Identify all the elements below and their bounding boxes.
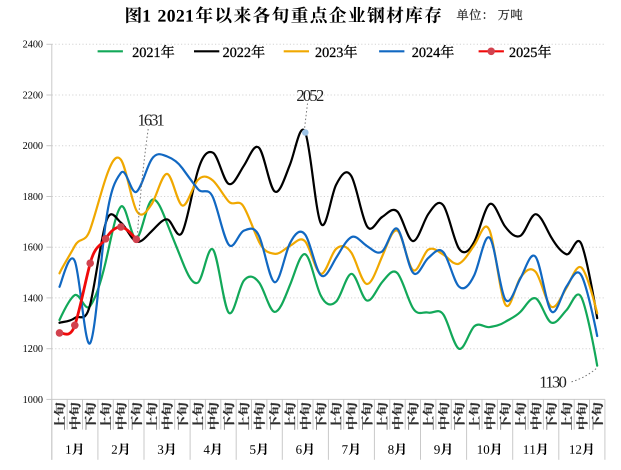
svg-text:2000: 2000 [23,141,43,152]
svg-text:2400: 2400 [23,40,43,51]
svg-text:1200: 1200 [23,344,43,355]
svg-text:2052: 2052 [296,86,324,105]
svg-text:1400: 1400 [23,293,43,304]
svg-text:1631: 1631 [138,110,165,129]
svg-text:1000: 1000 [23,395,43,406]
svg-text:1130: 1130 [539,373,567,392]
svg-text:1800: 1800 [23,192,43,203]
svg-text:2200: 2200 [23,90,43,101]
svg-text:1600: 1600 [23,243,43,254]
